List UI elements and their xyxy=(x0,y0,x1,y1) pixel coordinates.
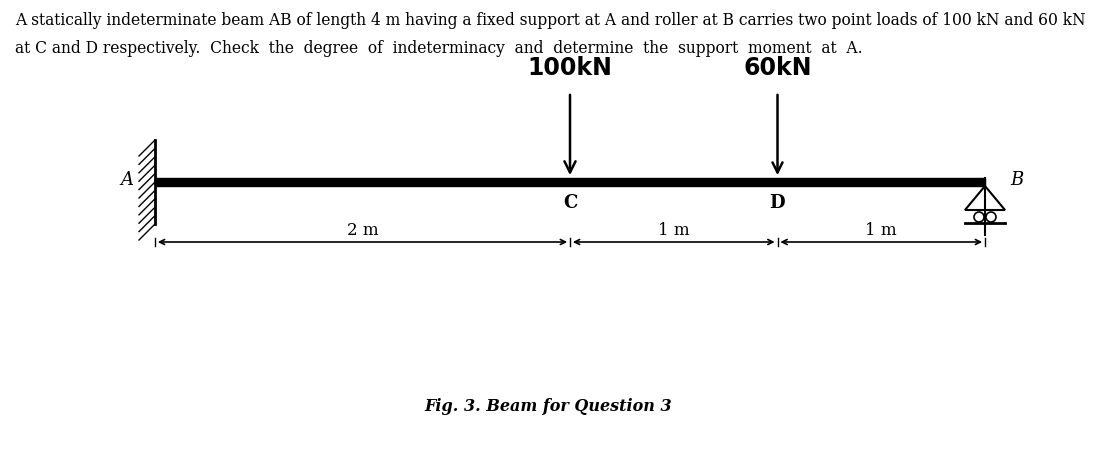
Bar xyxy=(155,178,985,186)
Text: B: B xyxy=(1010,171,1024,189)
Text: D: D xyxy=(770,194,785,212)
Text: 60kN: 60kN xyxy=(744,56,812,80)
Text: 1 m: 1 m xyxy=(658,222,690,239)
Text: at C and D respectively.  Check  the  degree  of  indeterminacy  and  determine : at C and D respectively. Check the degre… xyxy=(15,40,862,57)
Text: 1 m: 1 m xyxy=(866,222,897,239)
Text: 2 m: 2 m xyxy=(347,222,378,239)
Text: Fig. 3. Beam for Question 3: Fig. 3. Beam for Question 3 xyxy=(425,398,671,415)
Text: 100kN: 100kN xyxy=(528,56,612,80)
Text: C: C xyxy=(563,194,577,212)
Text: A statically indeterminate beam AB of length 4 m having a fixed support at A and: A statically indeterminate beam AB of le… xyxy=(15,12,1086,29)
Text: A: A xyxy=(121,171,134,189)
